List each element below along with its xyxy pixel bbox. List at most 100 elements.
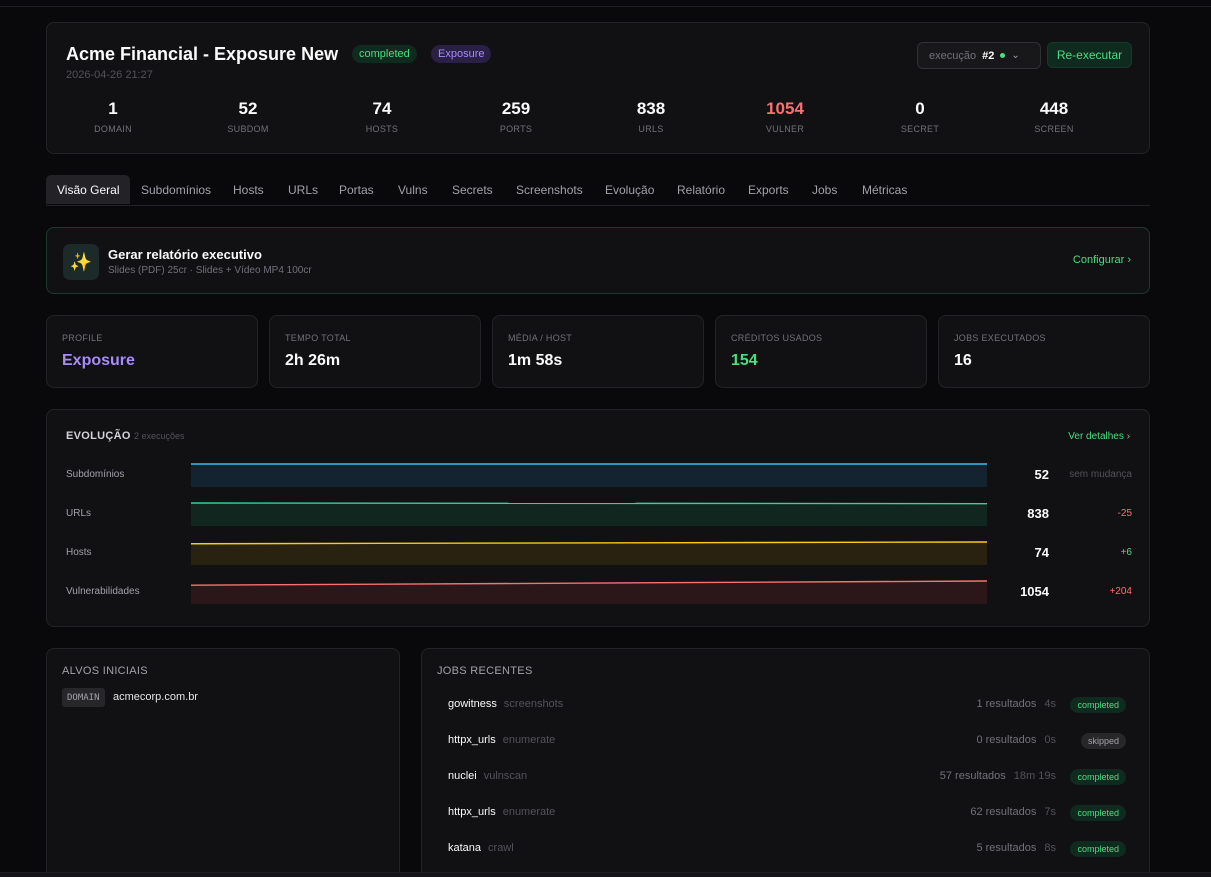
job-row[interactable]: httpx_urls enumerate 0 resultados 0s skipp… [422,731,1151,751]
job-type: enumerate [502,806,556,818]
tab-vis-o-geral[interactable]: Visão Geral [46,175,131,204]
tab-hosts[interactable]: Hosts [233,182,264,197]
execution-number: #2 [982,49,995,62]
metric-card-cr-ditos-usados: CRÉDITOS USADOS 154 [715,315,927,388]
job-results: 5 resultados [976,842,1037,854]
sparkles-icon: ✨ [63,244,99,280]
stat-label: SECRET [900,124,940,134]
rerun-button[interactable]: Re-executar [1047,42,1132,68]
sparkline-line [191,580,987,586]
scan-header-card: Acme Financial - Exposure New completed … [46,22,1150,154]
report-subtitle: Slides (PDF) 25cr · Slides + Vídeo MP4 1… [108,265,312,276]
tab-jobs[interactable]: Jobs [812,182,838,197]
evolution-row: Subdomínios 52 sem mudança [47,461,1151,487]
job-row[interactable]: httpx_urls enumerate 62 resultados 7s comp… [422,803,1151,823]
tab-screenshots[interactable]: Screenshots [516,182,583,197]
recent-jobs-title: JOBS RECENTES [437,665,533,677]
stats-row: 1 DOMAIN 52 SUBDOM 74 HOSTS 259 PORTS 838 UR… [47,99,1151,139]
job-row[interactable]: nuclei vulnscan 57 resultados 18m 19s comp… [422,767,1151,787]
stat-value: 52 [238,99,258,118]
job-type: enumerate [502,734,556,746]
metric-label: JOBS EXECUTADOS [954,333,1046,343]
evolution-card: EVOLUÇÃO 2 execuções Ver detalhes › Subd… [46,409,1150,627]
evolution-sparkline [191,580,987,604]
job-duration: 8s [1044,842,1056,854]
metric-label: PROFILE [62,333,103,343]
job-results: 57 resultados [939,770,1006,782]
domain-tag: DOMAIN [62,688,105,707]
report-title: Gerar relatório executivo [108,247,262,262]
scan-date: 2026-04-26 21:27 [66,69,153,81]
evolution-subtitle: 2 execuções [134,431,185,441]
sparkline-area [191,503,987,526]
metric-value: 16 [954,352,972,369]
evolution-sparkline [191,541,987,565]
metric-value: 2h 26m [285,352,341,369]
job-name: httpx_urls [448,734,496,746]
sparkline-line [191,502,987,505]
stat-value: 259 [501,99,531,118]
target-domain[interactable]: acmecorp.com.br [113,691,198,703]
job-status-badge: completed [1070,805,1126,821]
chevron-right-icon: › [1127,254,1131,266]
metric-value: 154 [731,352,758,369]
metric-label: CRÉDITOS USADOS [731,333,823,343]
job-row[interactable]: katana crawl 5 resultados 8s completed [422,839,1151,859]
stat-domain: 1 DOMAIN [53,99,173,134]
report-banner: ✨ Gerar relatório executivo Slides (PDF)… [46,227,1150,294]
page-title: Acme Financial - Exposure New [66,44,339,64]
status-badge: completed [352,45,417,63]
job-status-badge: completed [1070,841,1126,857]
tab-evolu-o[interactable]: Evolução [605,182,655,197]
job-duration: 0s [1044,734,1056,746]
stat-label: SCREEN [1034,124,1074,134]
tab-portas[interactable]: Portas [339,182,374,197]
stat-label: SUBDOM [227,124,269,134]
initial-targets-card: ALVOS INICIAIS DOMAIN acmecorp.com.br [46,648,400,877]
evolution-sparkline [191,502,987,526]
top-divider [0,6,1211,7]
tab-exports[interactable]: Exports [748,182,789,197]
tab-subdom-nios[interactable]: Subdomínios [141,182,212,197]
evolution-label: URLs [66,508,92,519]
job-row[interactable]: gowitness screenshots 1 resultados 4s comp… [422,695,1151,715]
stat-label: DOMAIN [94,124,132,134]
execution-select[interactable]: execução #2 ⌄ [917,42,1041,69]
evolution-row: URLs 838 -25 [47,500,1151,526]
evolution-delta: sem mudança [1069,469,1132,480]
configure-link[interactable]: Configurar › [1073,254,1131,266]
stat-label: URLS [638,124,664,134]
metric-value: 1m 58s [508,352,563,369]
metric-card-profile: PROFILE Exposure [46,315,258,388]
job-status-badge: completed [1070,769,1126,785]
evolution-label: Hosts [66,547,92,558]
sparkline-area [191,542,987,565]
evolution-value: 1054 [1020,584,1049,599]
stat-label: PORTS [499,124,533,134]
stat-value: 74 [372,99,392,118]
execution-label: execução [929,49,977,62]
job-name: katana [448,842,482,854]
tab-relat-rio[interactable]: Relatório [677,182,726,197]
bottom-divider [0,872,1211,877]
tab-urls[interactable]: URLs [288,182,319,197]
tab-m-tricas[interactable]: Métricas [862,182,908,197]
job-duration: 7s [1044,806,1056,818]
job-results: 1 resultados [976,698,1037,710]
stat-ports: 259 PORTS [456,99,576,134]
job-results: 0 resultados [976,734,1037,746]
stat-value: 838 [636,99,666,118]
stat-value: 0 [915,99,925,118]
view-details-link[interactable]: Ver detalhes › [1068,431,1130,442]
tab-secrets[interactable]: Secrets [452,182,493,197]
evolution-delta: +204 [1109,586,1132,597]
tab-vulns[interactable]: Vulns [398,182,428,197]
evolution-delta: +6 [1120,547,1132,558]
stat-hosts: 74 HOSTS [322,99,442,134]
metric-card-m-dia-host: MÉDIA / HOST 1m 58s [492,315,704,388]
sparkline-area [191,581,987,604]
job-duration: 18m 19s [1013,770,1056,782]
stat-label: VULNER [765,124,805,134]
stat-subdom: 52 SUBDOM [188,99,308,134]
chevron-down-icon: ⌄ [1011,50,1020,61]
